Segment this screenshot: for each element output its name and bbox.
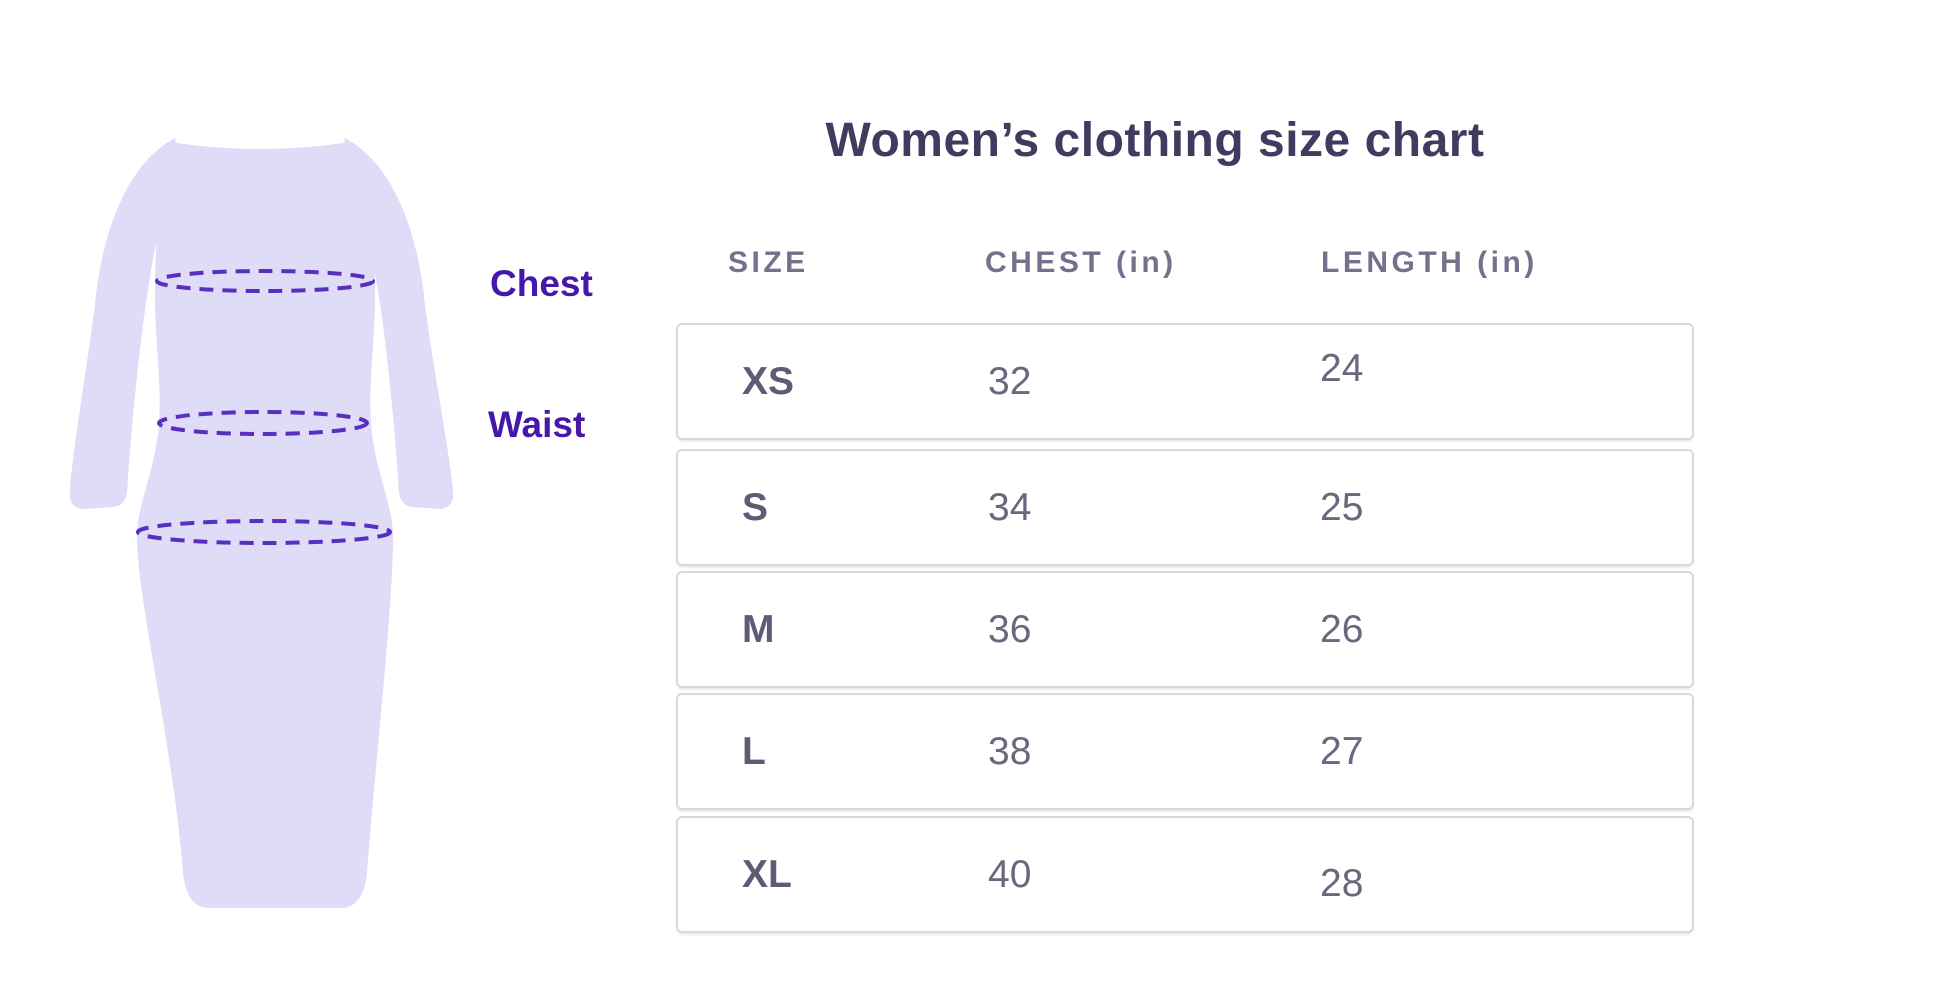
chest-measure-line bbox=[155, 269, 375, 293]
dress-body-shape bbox=[136, 142, 394, 908]
size-value: L bbox=[742, 730, 766, 773]
table-row-xl: XL 40 28 bbox=[676, 816, 1694, 933]
length-value: 25 bbox=[1320, 486, 1364, 529]
size-value: XS bbox=[742, 360, 795, 403]
length-value: 28 bbox=[1320, 862, 1364, 905]
column-header-chest: CHEST (in) bbox=[985, 246, 1177, 279]
size-value: S bbox=[742, 486, 769, 529]
chest-value: 38 bbox=[988, 730, 1032, 773]
page-title: Women’s clothing size chart bbox=[825, 114, 1485, 167]
dress-left-sleeve bbox=[69, 138, 180, 509]
table-row-s: S 34 25 bbox=[676, 449, 1694, 566]
chest-value: 32 bbox=[988, 360, 1032, 403]
table-row-l: L 38 27 bbox=[676, 693, 1694, 810]
waist-measure-line bbox=[157, 410, 369, 436]
chest-value: 40 bbox=[988, 853, 1032, 896]
table-header-row: SIZE CHEST (in) LENGTH (in) bbox=[676, 246, 1694, 280]
hip-measure-line bbox=[136, 519, 392, 545]
chest-label: Chest bbox=[490, 263, 593, 304]
length-value: 24 bbox=[1320, 347, 1364, 390]
table-row-xs: XS 32 24 bbox=[676, 323, 1694, 440]
size-value: XL bbox=[742, 853, 792, 896]
size-value: M bbox=[742, 608, 775, 651]
size-table: XS 32 24 S 34 25 M 36 26 L 38 27 XL 40 2… bbox=[676, 323, 1694, 933]
waist-label: Waist bbox=[488, 404, 586, 445]
column-header-size: SIZE bbox=[728, 246, 809, 279]
chest-value: 36 bbox=[988, 608, 1032, 651]
column-header-length: LENGTH (in) bbox=[1321, 246, 1538, 279]
chest-value: 34 bbox=[988, 486, 1032, 529]
length-value: 26 bbox=[1320, 608, 1364, 651]
length-value: 27 bbox=[1320, 730, 1364, 773]
dress-illustration bbox=[69, 138, 454, 908]
table-row-m: M 36 26 bbox=[676, 571, 1694, 688]
